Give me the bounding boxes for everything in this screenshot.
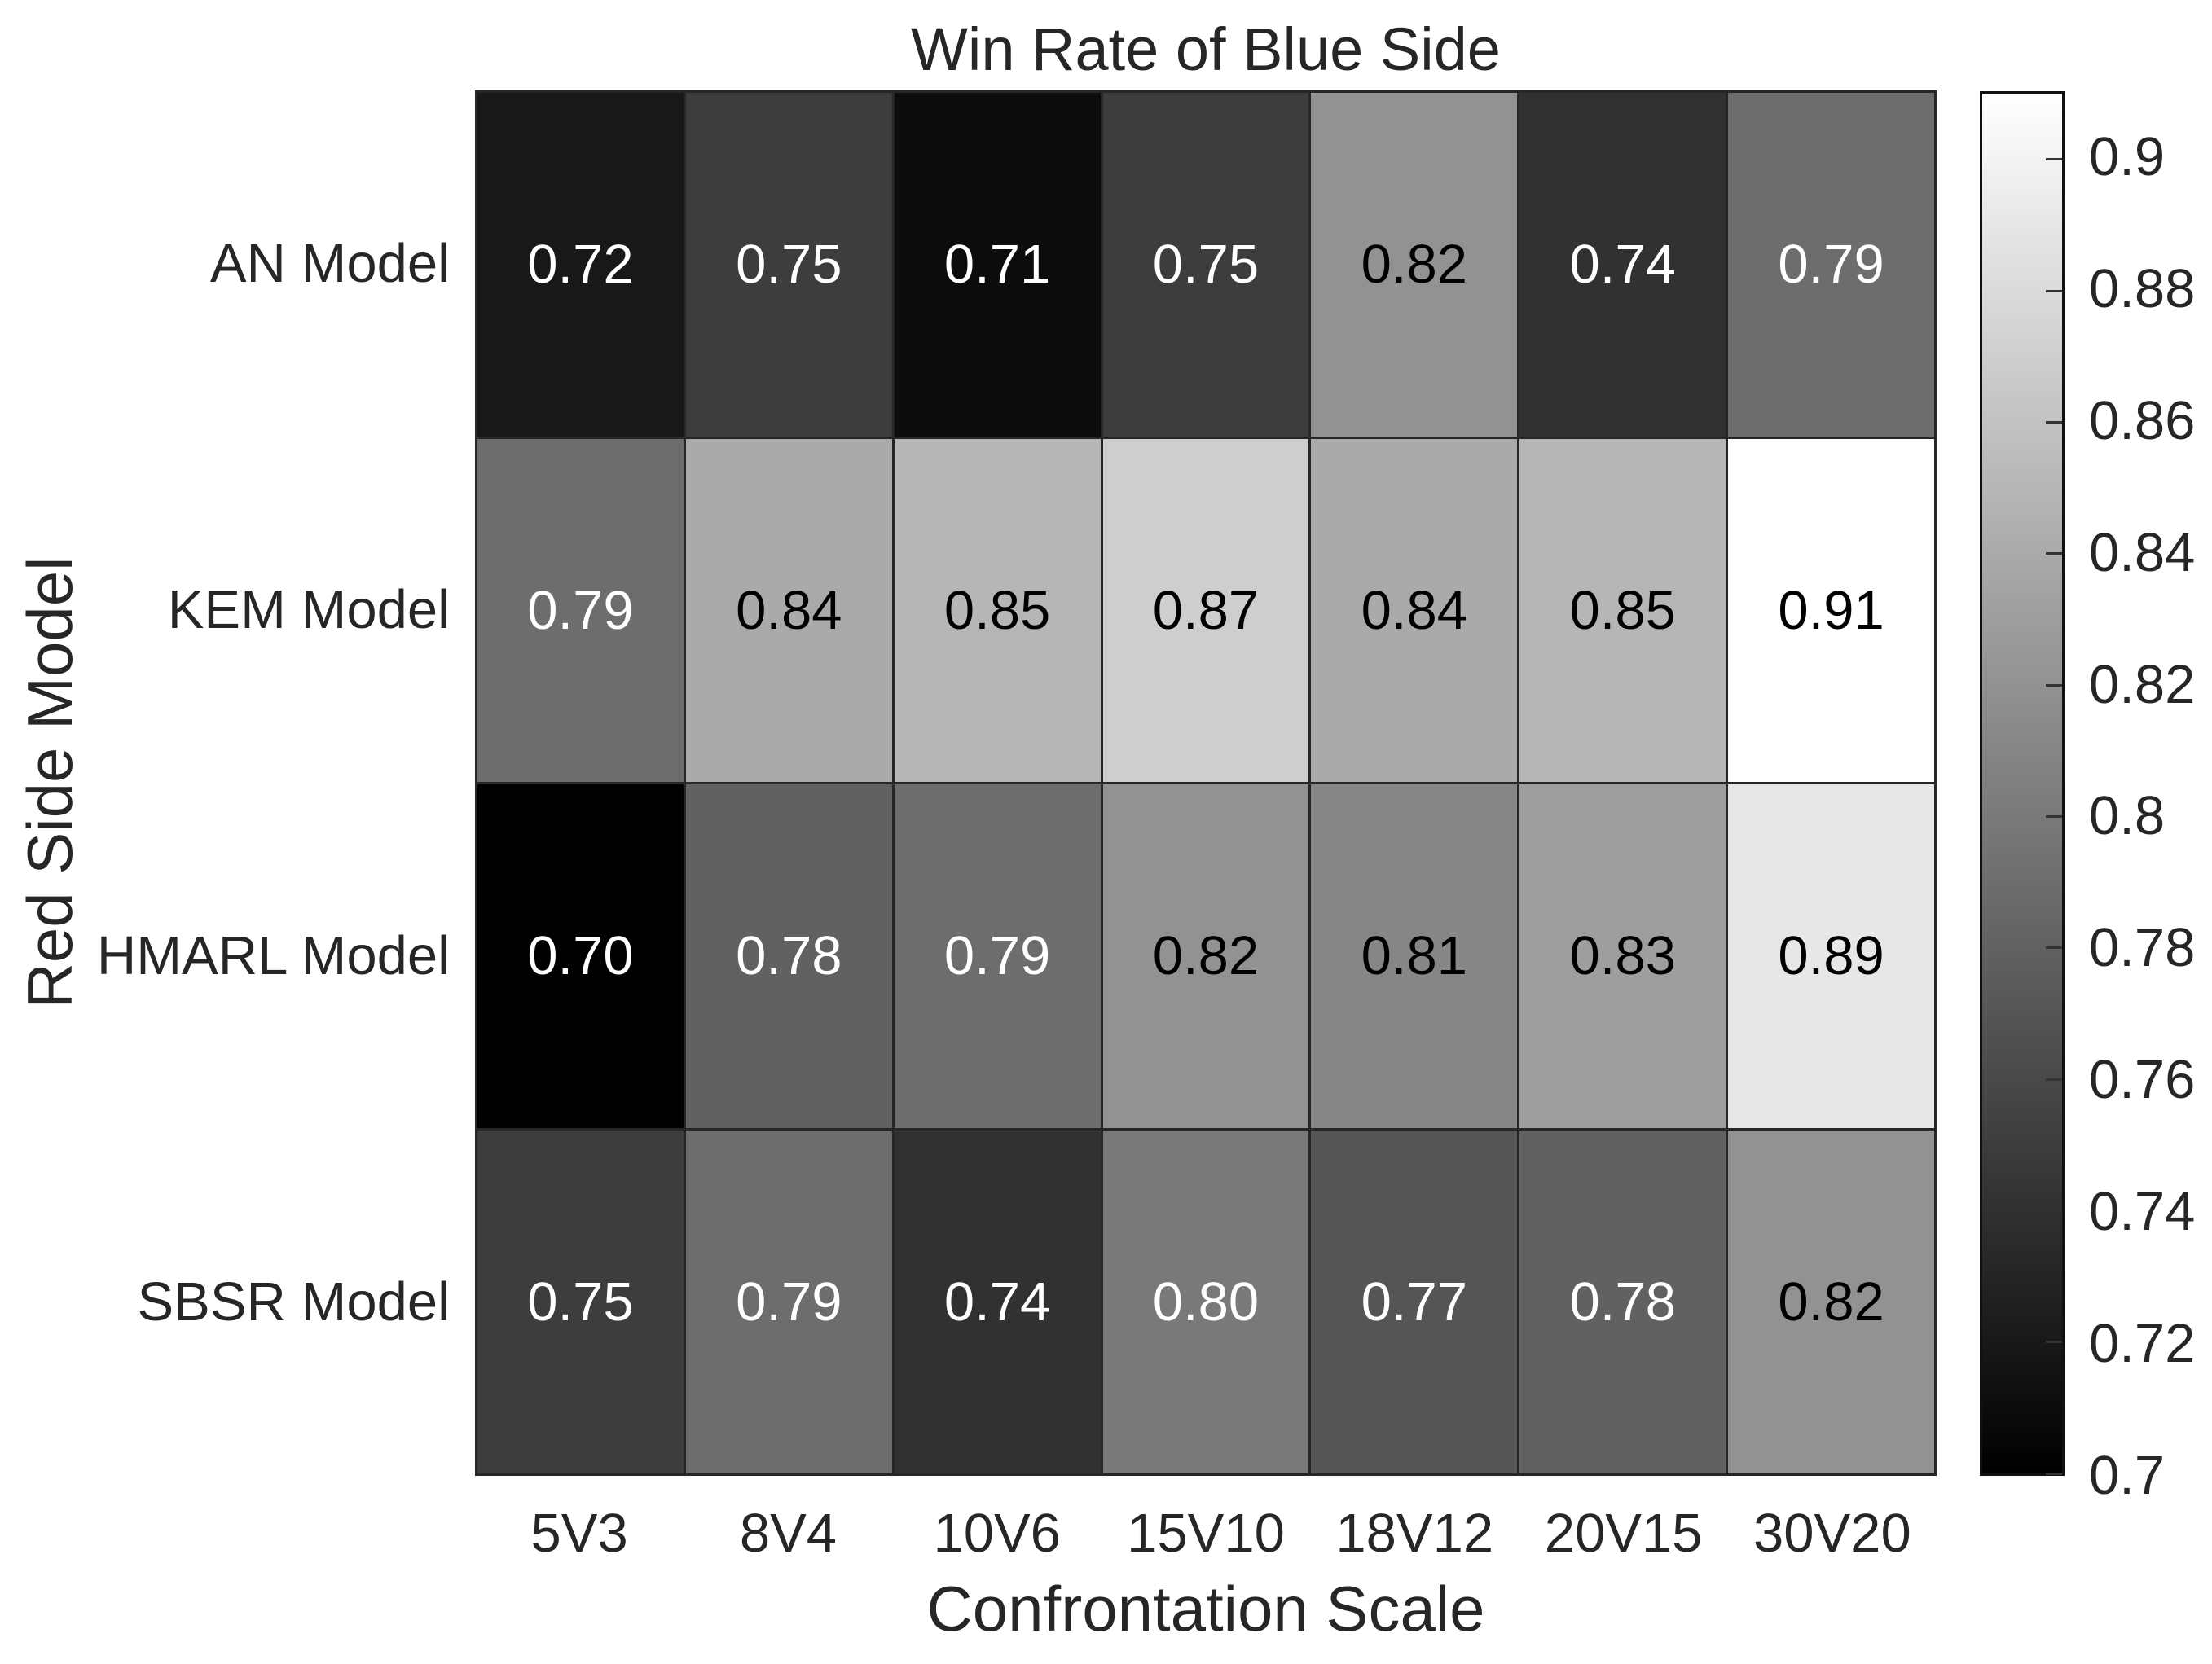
chart-title: Win Rate of Blue Side (911, 15, 1501, 83)
heatmap-cell: 0.70 (477, 784, 684, 1128)
colorbar-tick (2046, 946, 2062, 950)
x-tick-labels: 5V3 8V4 10V6 15V10 18V12 20V15 30V20 (475, 1501, 1937, 1566)
heatmap-cell: 0.87 (1102, 438, 1309, 782)
heatmap-cell: 0.74 (1519, 93, 1726, 437)
heatmap-cell: 0.75 (685, 93, 892, 437)
colorbar-tick-label: 0.72 (2089, 1313, 2196, 1375)
y-tick-label: SBSR Model (137, 1271, 450, 1333)
heatmap-cell: 0.77 (1311, 1130, 1518, 1473)
x-axis-label: Confrontation Scale (926, 1573, 1485, 1644)
x-tick-label: 20V15 (1544, 1503, 1703, 1564)
heatmap-cell: 0.85 (894, 438, 1101, 782)
heatmap-cell: 0.81 (1311, 784, 1518, 1128)
y-tick-label: AN Model (209, 232, 450, 294)
x-tick-label: 18V12 (1335, 1503, 1494, 1564)
heatmap-cell: 0.83 (1519, 784, 1726, 1128)
colorbar-tick-label: 0.82 (2089, 653, 2196, 715)
heatmap-cell: 0.75 (477, 1130, 684, 1473)
colorbar-tick-label: 0.9 (2089, 125, 2166, 187)
colorbar-tick (2046, 1472, 2062, 1475)
colorbar (1980, 91, 2065, 1476)
heatmap-cell: 0.71 (894, 93, 1101, 437)
colorbar-tick-label: 0.76 (2089, 1049, 2196, 1111)
colorbar-tick-label: 0.88 (2089, 257, 2196, 319)
heatmap-cell: 0.85 (1519, 438, 1726, 782)
colorbar-tick (2046, 552, 2062, 555)
y-tick-labels: AN Model KEM Model HMARL Model SBSR Model (0, 90, 450, 1476)
colorbar-tick-label: 0.74 (2089, 1181, 2196, 1243)
colorbar-tick (2046, 158, 2062, 161)
heatmap-cell: 0.82 (1102, 784, 1309, 1128)
heatmap-cell: 0.79 (1728, 93, 1934, 437)
x-tick-label: 5V3 (530, 1503, 628, 1564)
heatmap-cell: 0.80 (1102, 1130, 1309, 1473)
heatmap-cell: 0.91 (1728, 438, 1934, 782)
heatmap-cell: 0.78 (1519, 1130, 1726, 1473)
colorbar-tick (2046, 814, 2062, 818)
heatmap-cell: 0.74 (894, 1130, 1101, 1473)
heatmap-cell: 0.84 (685, 438, 892, 782)
heatmap-cell: 0.82 (1311, 93, 1518, 437)
heatmap-cell: 0.75 (1102, 93, 1309, 437)
colorbar-tick-label: 0.84 (2089, 521, 2196, 583)
y-tick-label: KEM Model (167, 578, 450, 640)
colorbar-tick-label: 0.7 (2089, 1445, 2166, 1506)
colorbar-tick-labels: 0.7 0.72 0.74 0.76 0.78 0.8 0.82 0.84 0.86 0.88 0.… (2089, 91, 2211, 1506)
y-tick-label: HMARL Model (96, 925, 450, 987)
heatmap-cell: 0.72 (477, 93, 684, 437)
heatmap-cell: 0.79 (685, 1130, 892, 1473)
x-tick-label: 8V4 (739, 1503, 838, 1564)
x-tick-label: 15V10 (1127, 1503, 1285, 1564)
x-tick-label: 30V20 (1752, 1503, 1911, 1564)
colorbar-tick (2046, 289, 2062, 292)
heatmap-cell: 0.79 (894, 784, 1101, 1128)
heatmap-cell: 0.89 (1728, 784, 1934, 1128)
heatmap-cell: 0.79 (477, 438, 684, 782)
colorbar-tick (2046, 1078, 2062, 1081)
colorbar-tick (2046, 683, 2062, 687)
heatmap-grid: 0.72 0.75 0.71 0.75 0.82 0.74 0.79 0.79 0.84 0.85… (475, 90, 1937, 1476)
heatmap-cell: 0.84 (1311, 438, 1518, 782)
colorbar-tick-label: 0.8 (2089, 785, 2166, 847)
colorbar-tick-label: 0.78 (2089, 917, 2196, 979)
heatmap-cell: 0.78 (685, 784, 892, 1128)
colorbar-tick (2046, 1341, 2062, 1344)
x-tick-label: 10V6 (933, 1503, 1061, 1564)
colorbar-tick (2046, 420, 2062, 424)
colorbar-tick (2046, 1209, 2062, 1212)
colorbar-tick-label: 0.86 (2089, 389, 2196, 451)
heatmap-cell: 0.82 (1728, 1130, 1934, 1473)
